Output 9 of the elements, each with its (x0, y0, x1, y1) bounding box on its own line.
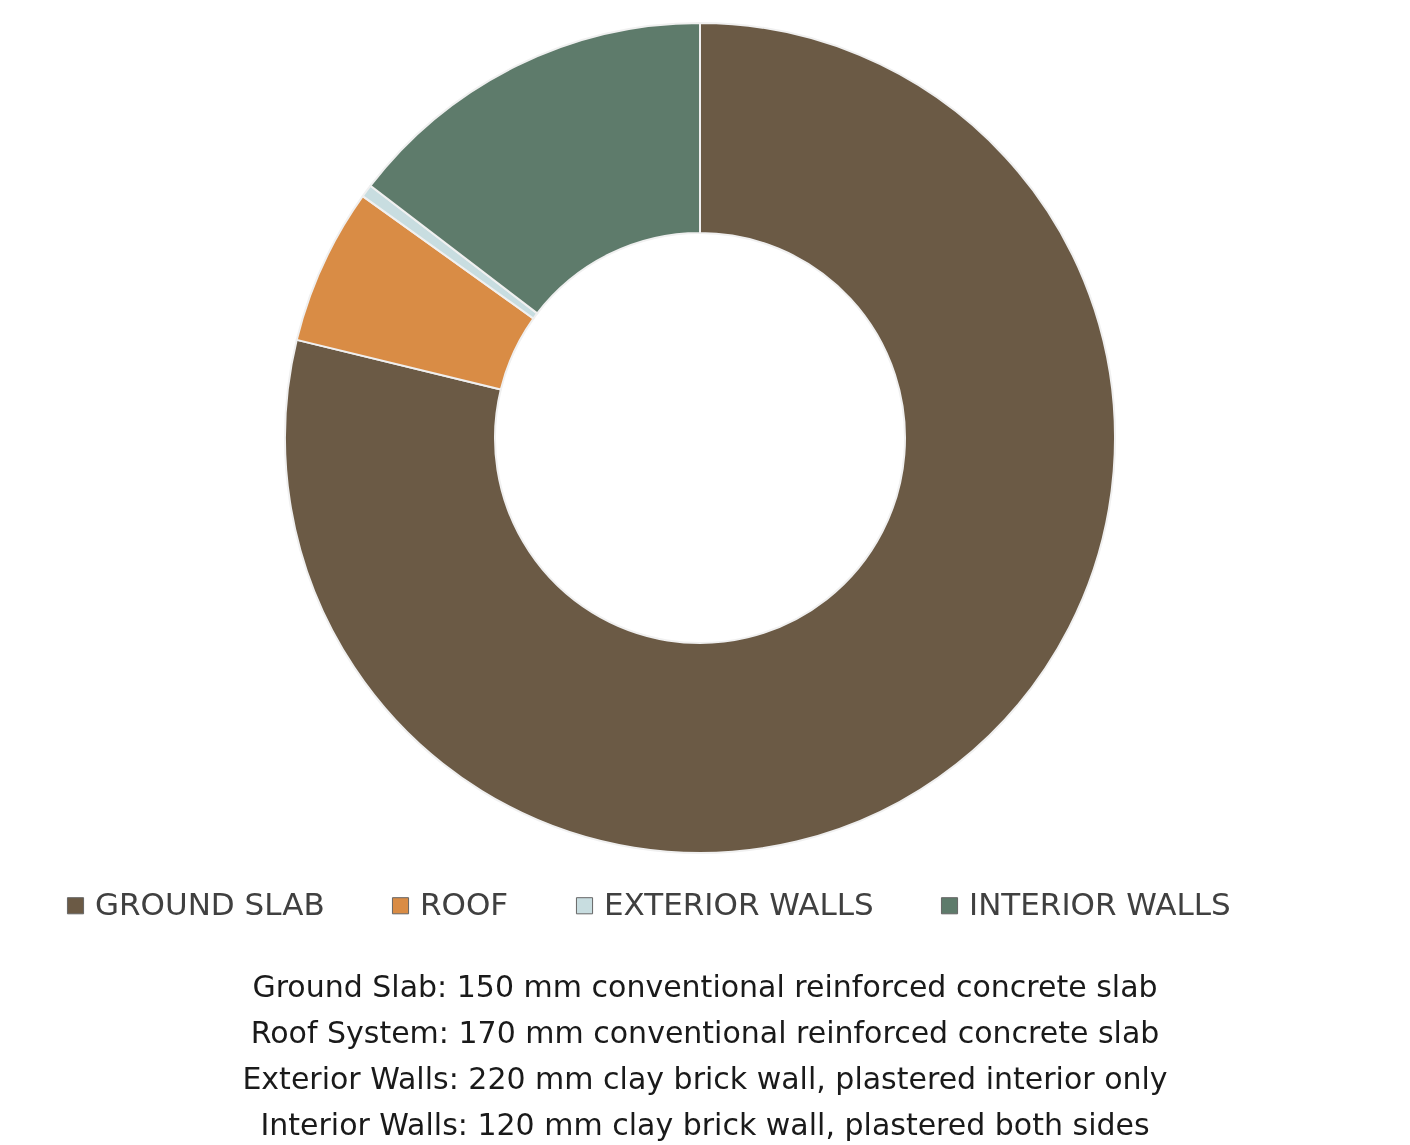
legend-label: GROUND SLAB (95, 885, 325, 922)
text: Roof System: 170 mm conventional reinforced concrete slab (250, 1015, 1160, 1050)
legend-label: INTERIOR WALLS (969, 885, 1231, 922)
text: Ground Slab: 150 mm conventional reinforced concrete slab (252, 969, 1158, 1004)
text: Exterior Walls: 220 mm clay brick wall, plastered interior only (242, 1061, 1168, 1096)
legend-label: ROOF (420, 885, 509, 922)
text: Interior Walls: 120 mm clay brick wall, plastered both sides (260, 1107, 1150, 1142)
donut-slice (284, 22, 1116, 854)
legend-label: EXTERIOR WALLS (604, 885, 874, 922)
